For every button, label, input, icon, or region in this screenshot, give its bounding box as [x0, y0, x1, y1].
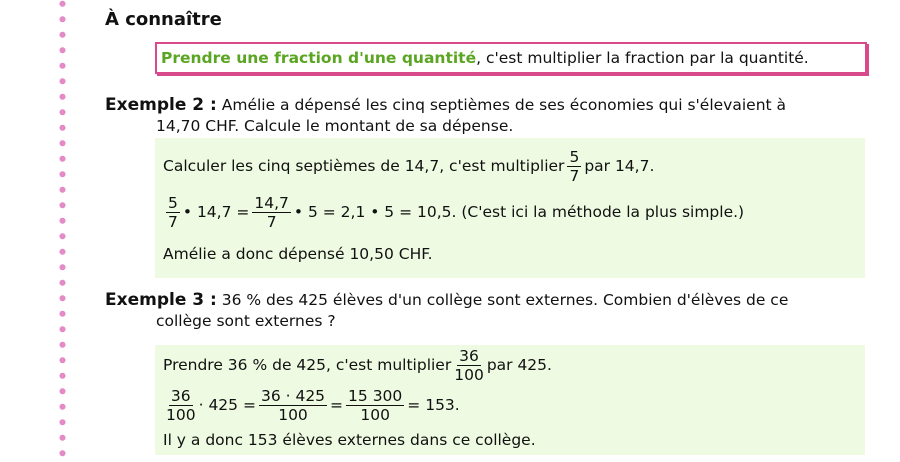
- solution-text: = 153.: [407, 396, 460, 414]
- solution-conclusion: Amélie a donc dépensé 10,50 CHF.: [163, 245, 433, 263]
- rule-bold: Prendre une fraction d'une quantité: [161, 49, 477, 67]
- solution-text: • 5 = 2,1 • 5 = 10,5. (C'est ici la méth…: [293, 203, 745, 221]
- solution-conclusion: Il y a donc 153 élèves externes dans ce …: [163, 431, 536, 449]
- example-label: Exemple 2 :: [105, 95, 217, 115]
- statement-text: Amélie a dépensé les cinq septièmes de s…: [216, 96, 787, 114]
- solution-text: · 425 =: [198, 396, 256, 414]
- statement-text: 14,70 CHF. Calcule le montant de sa dépe…: [156, 117, 514, 135]
- fraction: 36 100: [454, 347, 484, 384]
- solution-text: Calculer les cinq septièmes de 14,7, c'e…: [163, 157, 565, 175]
- solution-text: par 425.: [486, 356, 552, 374]
- solution-text: • 14,7 =: [182, 203, 250, 221]
- fraction: 36 · 425 100: [258, 387, 328, 424]
- fraction: 15 300 100: [346, 387, 405, 424]
- statement-text: collège sont externes ?: [156, 312, 336, 330]
- section-heading: À connaître: [105, 9, 222, 30]
- example-3-statement: Exemple 3 : 36 % des 425 élèves d'un col…: [105, 290, 865, 332]
- rule-box: Prendre une fraction d'une quantité, c'e…: [155, 42, 867, 74]
- example-2-statement: Exemple 2 : Amélie a dépensé les cinq se…: [105, 95, 865, 137]
- statement-text: 36 % des 425 élèves d'un collège sont ex…: [216, 291, 789, 309]
- solution-text: par 14,7.: [584, 157, 655, 175]
- equals: =: [330, 396, 344, 414]
- dotted-margin: [59, 0, 66, 462]
- fraction: 14,7 7: [252, 194, 291, 231]
- example-label: Exemple 3 :: [105, 290, 217, 310]
- rule-text: , c'est multiplier la fraction par la qu…: [476, 49, 809, 67]
- solution-text: Prendre 36 % de 425, c'est multiplier: [163, 356, 452, 374]
- fraction: 36 100: [166, 387, 196, 424]
- example-3-solution: Prendre 36 % de 425, c'est multiplier 36 1…: [155, 345, 865, 455]
- example-2-solution: Calculer les cinq septièmes de 14,7, c'e…: [155, 138, 865, 278]
